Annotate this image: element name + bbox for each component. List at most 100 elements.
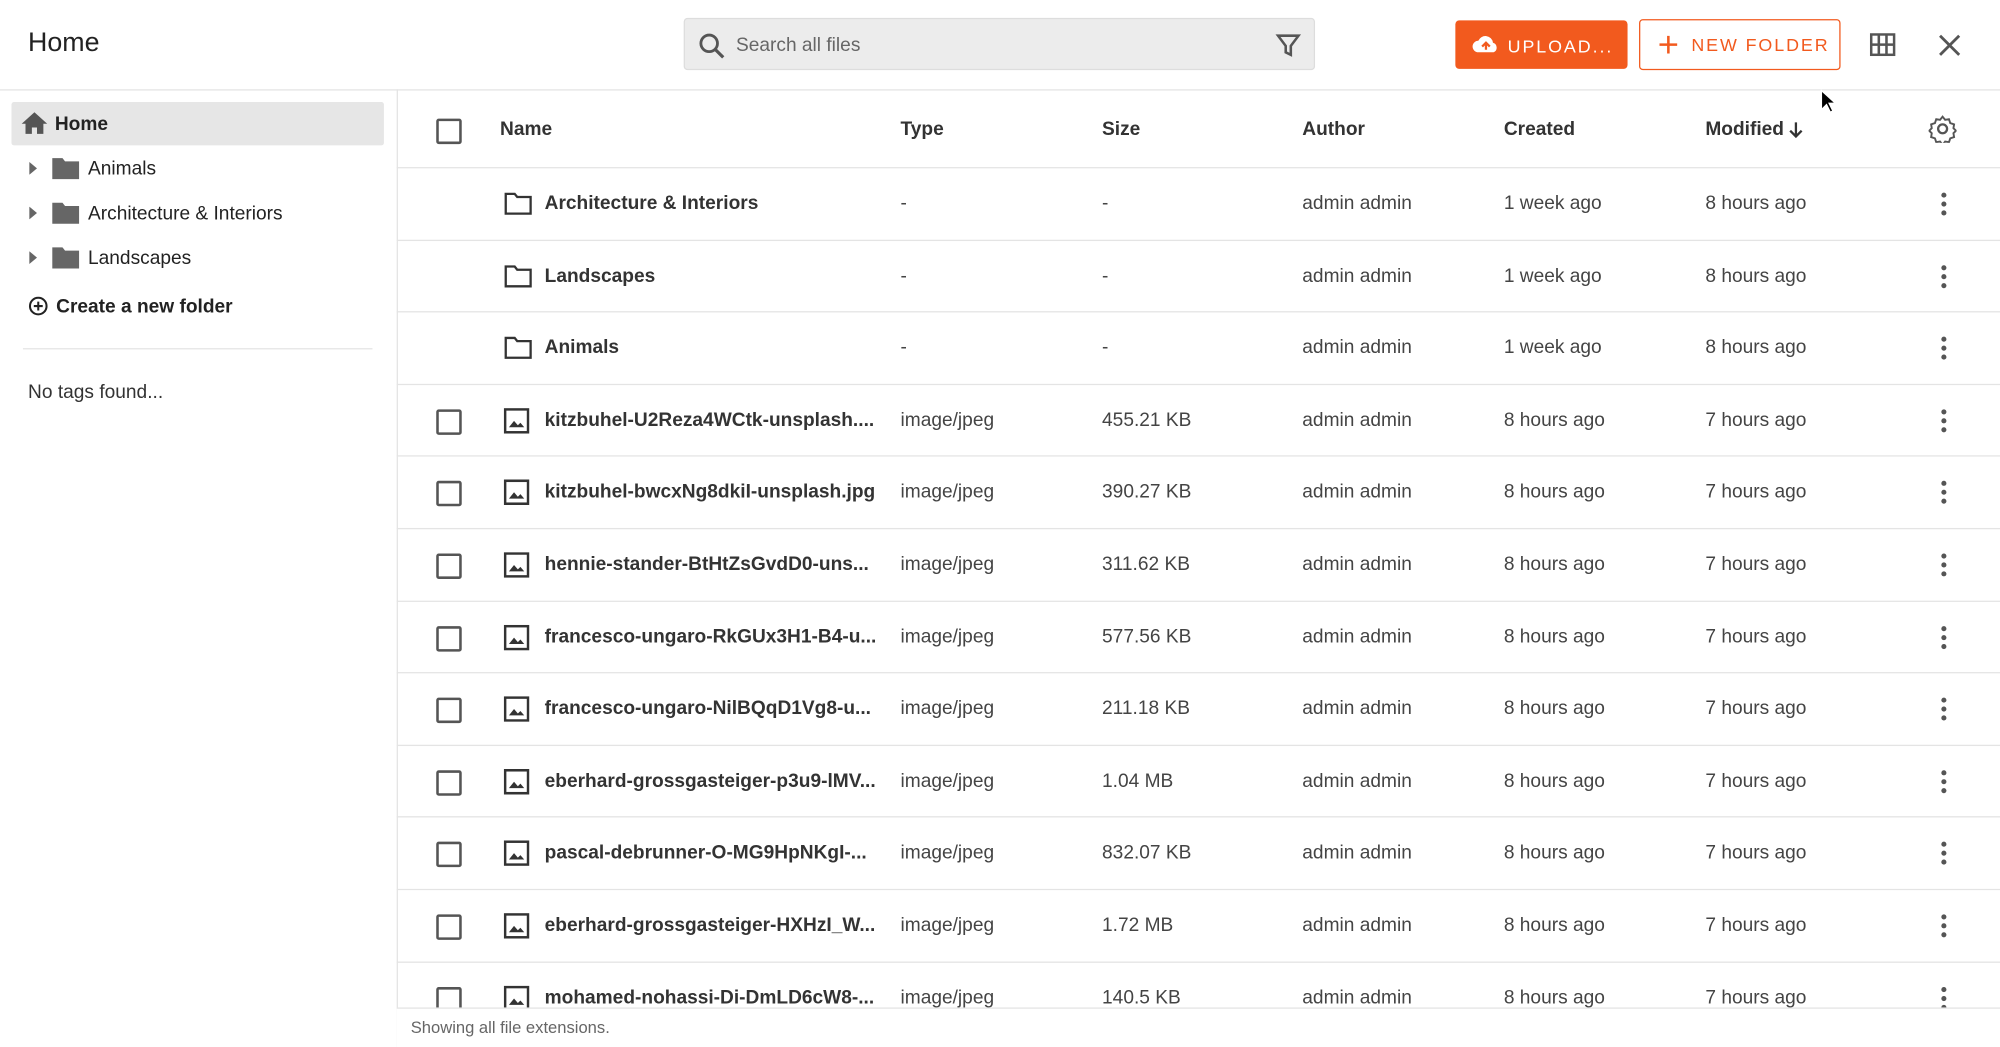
size-cell: 390.27 KB — [1102, 481, 1192, 503]
folder-row[interactable]: Architecture & Interiors - - admin admin 1 w… — [396, 168, 2000, 241]
type-cell: - — [900, 336, 907, 359]
more-icon[interactable] — [1940, 841, 1948, 867]
file-row[interactable]: pascal-debrunner-O-MG9HpNKgI-... image/jp… — [396, 818, 2000, 891]
folder-row[interactable]: Landscapes - - admin admin 1 week ago 8 hours… — [396, 241, 2000, 313]
column-header[interactable]: Modified — [1705, 118, 1784, 141]
modified-cell: 7 hours ago — [1705, 553, 1807, 576]
modified-cell: 8 hours ago — [1705, 192, 1807, 215]
image-icon — [503, 552, 530, 578]
type-cell: image/jpeg — [900, 770, 995, 792]
home-label: Home — [54, 113, 109, 136]
row-checkbox[interactable] — [436, 986, 462, 1008]
author-cell: admin admin — [1302, 914, 1412, 937]
column-header[interactable]: Created — [1503, 118, 1576, 141]
search-box[interactable]: Search all files — [683, 17, 1316, 71]
tree-item[interactable]: Animals — [0, 156, 383, 184]
name-cell: kitzbuhel-U2Reza4WCtk-unsplash.... — [544, 409, 875, 431]
name-cell: pascal-debrunner-O-MG9HpNKgI-... — [544, 842, 867, 864]
filter-icon[interactable] — [1275, 33, 1302, 59]
new-folder-button[interactable]: NEW FOLDER — [1639, 19, 1841, 71]
table-header — [396, 91, 2000, 169]
more-icon[interactable] — [1940, 408, 1948, 434]
column-header[interactable]: Name — [499, 118, 553, 141]
more-icon[interactable] — [1940, 697, 1948, 723]
more-icon[interactable] — [1940, 913, 1948, 939]
row-checkbox[interactable] — [436, 697, 462, 724]
name-cell: francesco-ungaro-NilBQqD1Vg8-u... — [544, 697, 872, 720]
type-cell: image/jpeg — [900, 481, 995, 503]
column-header[interactable]: Author — [1302, 118, 1365, 141]
row-checkbox[interactable] — [436, 553, 462, 579]
file-row[interactable]: eberhard-grossgasteiger-HXHzI_W... image/… — [396, 890, 2000, 963]
folder-icon — [52, 247, 80, 269]
more-icon[interactable] — [1940, 480, 1948, 506]
file-row[interactable]: francesco-ungaro-NilBQqD1Vg8-u... image/j… — [396, 674, 2000, 746]
row-checkbox[interactable] — [436, 625, 462, 652]
close-icon[interactable] — [1939, 34, 1961, 56]
expand-arrow[interactable] — [28, 161, 38, 175]
size-cell: 455.21 KB — [1102, 409, 1192, 431]
type-cell: image/jpeg — [900, 409, 995, 431]
row-checkbox[interactable] — [436, 842, 462, 868]
more-icon[interactable] — [1940, 769, 1948, 795]
size-cell: 311.62 KB — [1102, 553, 1190, 576]
name-cell: Landscapes — [544, 264, 656, 287]
add-circle-icon — [28, 296, 48, 316]
more-icon[interactable] — [1940, 552, 1948, 578]
expand-arrow[interactable] — [28, 206, 38, 220]
settings-icon[interactable] — [1928, 115, 1957, 143]
author-cell: admin admin — [1302, 336, 1412, 359]
file-row[interactable]: kitzbuhel-bwcxNg8dkiI-unsplash.jpg image/… — [396, 457, 2000, 530]
created-cell: 1 week ago — [1503, 336, 1602, 359]
file-row[interactable]: francesco-ungaro-RkGUx3H1-B4-u... image/j… — [396, 601, 2000, 674]
tree-item[interactable]: Architecture & Interiors — [0, 200, 383, 228]
image-icon — [503, 840, 530, 867]
footer: Showing all file extensions. — [396, 1007, 2000, 1047]
folder-row[interactable]: Animals - - admin admin 1 week ago 8 hours ag… — [396, 313, 2000, 385]
upload-button[interactable]: UPLOAD... — [1455, 20, 1628, 69]
select-all-checkbox[interactable] — [436, 118, 462, 145]
tree-item[interactable]: Landscapes — [0, 245, 383, 273]
author-cell: admin admin — [1302, 409, 1412, 431]
row-checkbox[interactable] — [436, 770, 462, 796]
modified-cell: 7 hours ago — [1705, 842, 1807, 864]
column-header[interactable]: Type — [900, 118, 944, 141]
modified-cell: 8 hours ago — [1705, 336, 1807, 359]
more-icon[interactable] — [1940, 336, 1948, 362]
author-cell: admin admin — [1302, 842, 1412, 864]
folder-icon — [52, 202, 80, 224]
image-icon — [503, 985, 530, 1008]
more-icon[interactable] — [1940, 191, 1948, 217]
expand-arrow[interactable] — [28, 251, 38, 264]
row-checkbox[interactable] — [436, 914, 462, 940]
file-row[interactable]: hennie-stander-BtHtZsGvdD0-uns... image/j… — [396, 529, 2000, 602]
row-checkbox[interactable] — [436, 481, 462, 507]
size-cell: 577.56 KB — [1102, 625, 1192, 648]
row-checkbox[interactable] — [436, 409, 462, 435]
folder-icon — [504, 192, 532, 215]
sidebar — [0, 89, 398, 1047]
home-item[interactable]: Home — [11, 102, 384, 146]
page-title: Home — [28, 28, 100, 58]
plus-icon — [1659, 35, 1678, 54]
author-cell: admin admin — [1302, 625, 1412, 648]
type-cell: image/jpeg — [900, 842, 995, 864]
mouse-cursor — [1820, 89, 1838, 114]
more-icon[interactable] — [1940, 985, 1948, 1008]
modified-cell: 7 hours ago — [1705, 770, 1807, 792]
tree-label: Landscapes — [88, 247, 192, 270]
name-cell: Animals — [544, 336, 620, 359]
file-row[interactable]: mohamed-nohassi-Di-DmLD6cW8-... image/jpe… — [397, 962, 2000, 1008]
more-icon[interactable] — [1940, 263, 1948, 289]
modified-cell: 7 hours ago — [1705, 697, 1807, 720]
column-header[interactable]: Size — [1102, 118, 1141, 141]
more-icon[interactable] — [1940, 624, 1948, 650]
file-row[interactable]: kitzbuhel-U2Reza4WCtk-unsplash.... image/… — [396, 385, 2000, 458]
sort-desc-icon — [1789, 122, 1803, 139]
name-cell: kitzbuhel-bwcxNg8dkiI-unsplash.jpg — [544, 481, 876, 503]
modified-cell: 7 hours ago — [1705, 914, 1807, 937]
file-row[interactable]: eberhard-grossgasteiger-p3u9-lMV... image… — [396, 746, 2000, 818]
modified-cell: 7 hours ago — [1705, 409, 1807, 431]
type-cell: - — [900, 192, 907, 215]
grid-view-icon[interactable] — [1869, 33, 1896, 57]
